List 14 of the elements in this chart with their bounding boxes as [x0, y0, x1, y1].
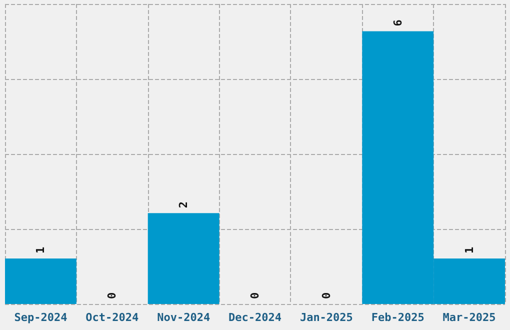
x-tick-label: Mar-2025 — [442, 311, 496, 324]
x-tick-label: Feb-2025 — [371, 311, 424, 324]
data-label: 2 — [177, 201, 190, 208]
x-tick-label: Dec-2024 — [228, 311, 282, 324]
data-label: 1 — [34, 246, 48, 254]
data-label: 1 — [462, 246, 476, 254]
data-label: 6 — [391, 19, 404, 26]
x-tick-label: Sep-2024 — [14, 311, 68, 324]
x-tick-label: Oct-2024 — [86, 311, 140, 324]
x-tick-label: Nov-2024 — [157, 311, 210, 324]
data-label: 0 — [320, 292, 333, 299]
data-label: 0 — [106, 292, 119, 299]
data-label: 0 — [248, 292, 262, 299]
x-tick-label: Jan-2025 — [300, 311, 353, 324]
